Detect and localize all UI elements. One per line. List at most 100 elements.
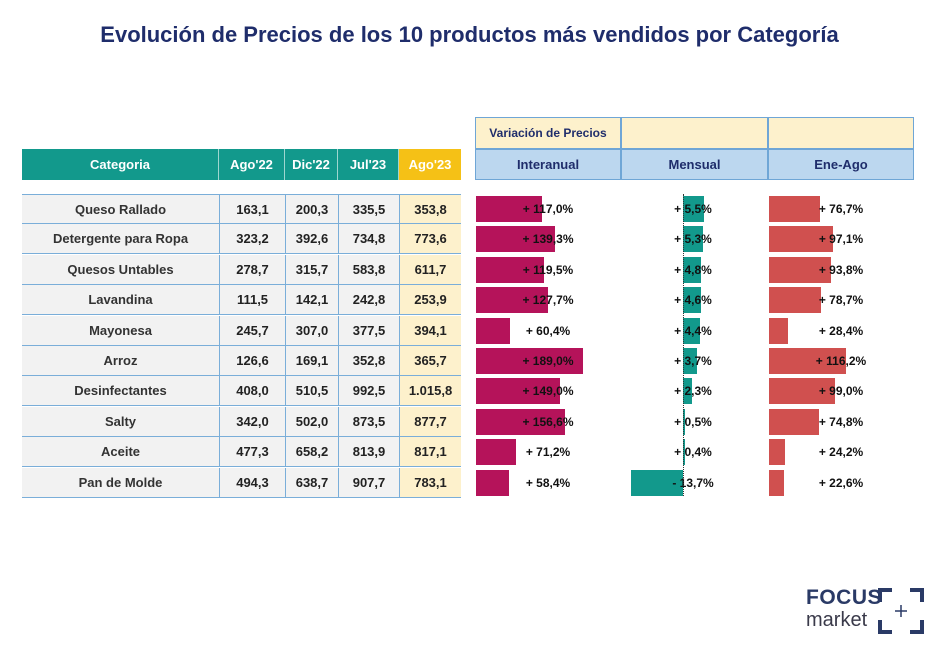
bar-ene-ago: [769, 317, 788, 344]
table-cell-category: Mayonesa: [22, 315, 219, 346]
table-cell-value: 510,5: [285, 376, 338, 407]
table-cell-category: Salty: [22, 406, 219, 437]
table-cell-category: Pan de Molde: [22, 467, 219, 498]
header-ago22: Ago'22: [219, 149, 285, 180]
table-cell-value: 658,2: [285, 437, 338, 468]
bar-label: + 97,1%: [818, 232, 864, 247]
bar-mensual: [683, 378, 692, 405]
bar-interanual: [476, 196, 543, 222]
table-cell-value: 111,5: [219, 285, 285, 316]
bar-mensual: [630, 469, 683, 496]
bracket-plus-icon: [878, 588, 924, 634]
bar-label: + 119,5%: [522, 262, 574, 277]
bar-ene-ago: [769, 469, 784, 496]
table-cell-value: 611,7: [399, 254, 461, 285]
bar-interanual: [476, 408, 565, 435]
bar-ene-ago: [769, 439, 786, 466]
bar-label: + 189,0%: [522, 354, 574, 368]
bar-label: + 4,8%: [674, 262, 712, 277]
table-cell-value: 126,6: [219, 346, 285, 376]
bar-ene-ago: [769, 256, 832, 283]
table-cell-value: 307,0: [285, 315, 338, 346]
table-cell-value: 583,8: [338, 254, 399, 285]
table-cell-value: 335,5: [338, 194, 399, 224]
focus-market-logo: FOCUS market: [806, 586, 882, 632]
bar-ene-ago: [769, 196, 820, 222]
table-cell-value: 813,9: [338, 437, 399, 468]
bar-mensual: [683, 317, 700, 344]
bar-interanual: [476, 348, 583, 374]
bar-ene-ago: [769, 378, 835, 405]
bar-label: + 3,7%: [674, 354, 712, 368]
table-cell-value: 142,1: [285, 285, 338, 316]
bar-label: + 78,7%: [818, 293, 864, 308]
bar-interanual: [476, 317, 511, 344]
bar-label: + 93,8%: [818, 262, 864, 277]
bar-interanual: [476, 226, 555, 253]
table-cell-value: 245,7: [219, 315, 285, 346]
bar-interanual: [476, 378, 561, 405]
bar-label: + 149,0%: [522, 384, 574, 399]
table-cell-category: Quesos Untables: [22, 254, 219, 285]
table-cell-value: 253,9: [399, 285, 461, 316]
table-cell-value: 408,0: [219, 376, 285, 407]
table-cell-value: 477,3: [219, 437, 285, 468]
bar-label: + 116,2%: [815, 354, 867, 368]
table-cell-value: 734,8: [338, 224, 399, 255]
table-cell-value: 163,1: [219, 194, 285, 224]
bar-mensual: [683, 348, 698, 374]
bar-label: + 4,6%: [674, 293, 712, 308]
bar-mensual: [683, 226, 704, 253]
table-cell-value: 907,7: [338, 467, 399, 498]
table-cell-value: 1.015,8: [399, 376, 461, 407]
header-ago23: Ago'23: [399, 149, 461, 180]
table-cell-value: 992,5: [338, 376, 399, 407]
header-mensual: Mensual: [621, 149, 768, 180]
header-jul23: Jul'23: [338, 149, 399, 180]
table-cell-value: 352,8: [338, 346, 399, 376]
bar-interanual: [476, 439, 517, 466]
table-cell-value: 394,1: [399, 315, 461, 346]
table-cell-category: Queso Rallado: [22, 194, 219, 224]
bar-label: - 13,7%: [672, 475, 714, 490]
bar-mensual: [683, 196, 704, 222]
bar-label: + 74,8%: [818, 414, 864, 429]
zero-line: [683, 194, 684, 496]
bar-label: + 117,0%: [522, 202, 574, 216]
bar-label: + 24,2%: [818, 445, 864, 460]
bar-label: + 60,4%: [525, 323, 571, 338]
bar-interanual: [476, 256, 544, 283]
table-cell-value: 323,2: [219, 224, 285, 255]
variation-header-blank-2: [768, 117, 914, 149]
bar-label: + 0,5%: [674, 414, 712, 429]
table-cell-value: 877,7: [399, 406, 461, 437]
header-dic22: Dic'22: [285, 149, 338, 180]
bar-mensual: [683, 287, 701, 314]
table-cell-value: 377,5: [338, 315, 399, 346]
table-cell-value: 773,6: [399, 224, 461, 255]
bar-label: + 5,3%: [674, 232, 712, 247]
bar-mensual: [683, 256, 702, 283]
bar-label: + 22,6%: [818, 475, 864, 490]
bar-label: + 0,4%: [674, 445, 712, 460]
bar-ene-ago: [769, 348, 846, 374]
bar-label: + 156,6%: [522, 414, 574, 429]
table-cell-value: 638,7: [285, 467, 338, 498]
table-cell-value: 342,0: [219, 406, 285, 437]
table-cell-value: 353,8: [399, 194, 461, 224]
bar-label: + 58,4%: [525, 475, 571, 490]
table-cell-value: 392,6: [285, 224, 338, 255]
bar-interanual: [476, 469, 510, 496]
table-cell-value: 873,5: [338, 406, 399, 437]
table-cell-value: 502,0: [285, 406, 338, 437]
header-ene-ago: Ene-Ago: [768, 149, 914, 180]
table-cell-value: 494,3: [219, 467, 285, 498]
bar-label: + 5,5%: [674, 202, 712, 216]
table-cell-value: 242,8: [338, 285, 399, 316]
table-cell-value: 783,1: [399, 467, 461, 498]
table-cell-category: Lavandina: [22, 285, 219, 316]
table-cell-value: 278,7: [219, 254, 285, 285]
bar-ene-ago: [769, 408, 819, 435]
logo-line1: FOCUS: [806, 586, 882, 609]
bar-interanual: [476, 287, 549, 314]
